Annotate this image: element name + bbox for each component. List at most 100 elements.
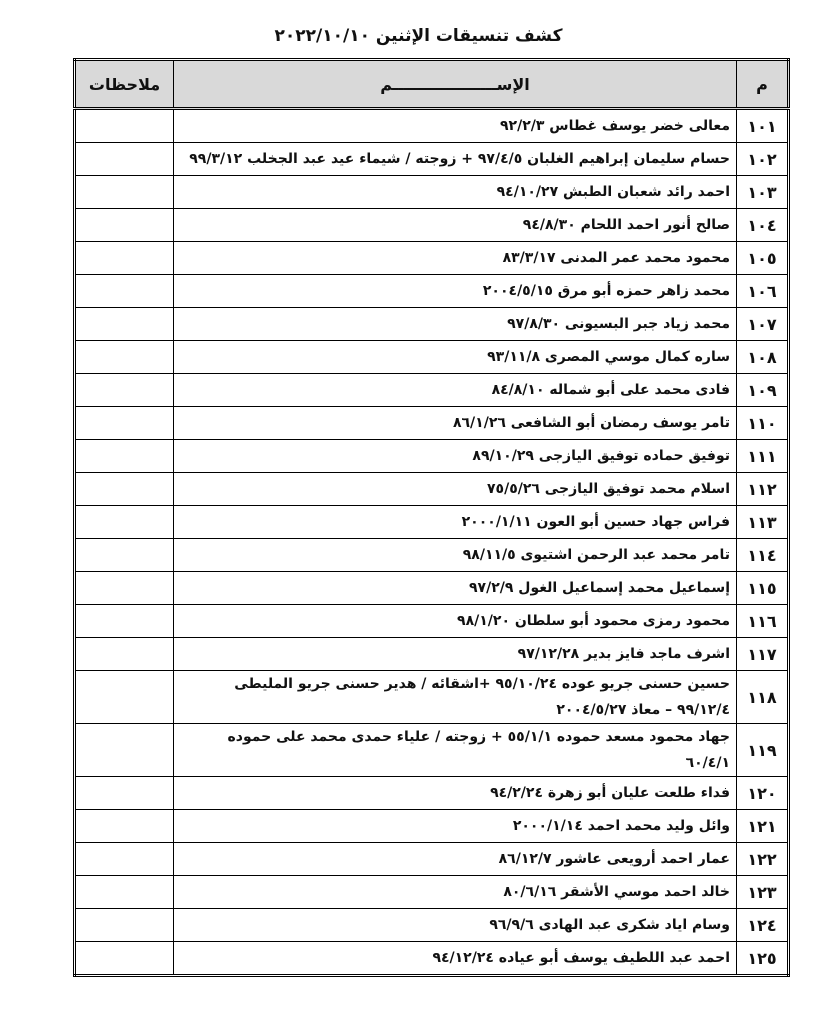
notes-cell [74, 908, 174, 942]
name-cell: جهاد محمود مسعد حموده ٥٥/١/١ + زوجته / ع… [173, 723, 737, 777]
row-number: ١٢٣ [736, 875, 789, 909]
name-cell: عمار احمد أرويعى عاشور ٨٦/١٢/٧ [173, 842, 737, 876]
row-number: ١٠٩ [736, 373, 789, 407]
table-row: ١٢٠ فداء طلعت عليان أبو زهرة ٩٤/٢/٢٤ [74, 776, 789, 810]
row-number: ١٠٥ [736, 241, 789, 275]
notes-cell [74, 472, 174, 506]
row-number: ١١٥ [736, 571, 789, 605]
notes-cell [74, 670, 174, 724]
name-cell: احمد رائد شعبان الطبش ٩٤/١٠/٢٧ [173, 175, 737, 209]
table-row: ١٠٦ محمد زاهر حمزه أبو مرق ٢٠٠٤/٥/١٥ [74, 274, 789, 308]
name-cell: معالى خضر يوسف غطاس ٩٢/٢/٣ [173, 108, 737, 143]
column-header: ملاحظات [74, 59, 174, 110]
notes-cell [74, 241, 174, 275]
name-cell: محمد زاهر حمزه أبو مرق ٢٠٠٤/٥/١٥ [173, 274, 737, 308]
header-row: م الإســـــــــــــــــــم ملاحظات [74, 59, 789, 110]
name-cell: محمود محمد عمر المدنى ٨٣/٣/١٧ [173, 241, 737, 275]
row-number: ١١٨ [736, 670, 789, 724]
name-cell: اشرف ماجد فايز بدير ٩٧/١٢/٢٨ [173, 637, 737, 671]
row-number: ١٢٥ [736, 941, 789, 976]
row-number: ١٠٤ [736, 208, 789, 242]
row-number: ١١٣ [736, 505, 789, 539]
table-row: ١١٢ اسلام محمد توفيق اليازجى ٧٥/٥/٢٦ [74, 472, 789, 506]
notes-cell [74, 439, 174, 473]
notes-cell [74, 142, 174, 176]
notes-cell [74, 538, 174, 572]
table-row: ١٠٤ صالح أنور احمد اللحام ٩٤/٨/٣٠ [74, 208, 789, 242]
name-cell: محمود رمزى محمود أبو سلطان ٩٨/١/٢٠ [173, 604, 737, 638]
name-cell: ساره كمال موسي المصرى ٩٣/١١/٨ [173, 340, 737, 374]
name-cell: إسماعيل محمد إسماعيل الغول ٩٧/٢/٩ [173, 571, 737, 605]
table-row: ١٠٧ محمد زياد جبر البسيونى ٩٧/٨/٣٠ [74, 307, 789, 341]
name-cell: توفيق حماده توفيق اليازجى ٨٩/١٠/٢٩ [173, 439, 737, 473]
notes-cell [74, 776, 174, 810]
name-cell: اسلام محمد توفيق اليازجى ٧٥/٥/٢٦ [173, 472, 737, 506]
row-number: ١٠٣ [736, 175, 789, 209]
table: م الإســـــــــــــــــــم ملاحظات ١٠١ مع… [73, 58, 790, 977]
name-cell: حسين حسنى جريو عوده ٩٥/١٠/٢٤ +اشقائه / ه… [173, 670, 737, 724]
row-number: ١١٠ [736, 406, 789, 440]
row-number: ١٢١ [736, 809, 789, 843]
table-row: ١١٩ جهاد محمود مسعد حموده ٥٥/١/١ + زوجته … [74, 723, 789, 777]
name-cell: فراس جهاد حسين أبو العون ٢٠٠٠/١/١١ [173, 505, 737, 539]
notes-cell [74, 505, 174, 539]
table-row: ١٢٥ احمد عبد اللطيف يوسف أبو عياده ٩٤/١٢/… [74, 941, 789, 976]
table-row: ١١٣ فراس جهاد حسين أبو العون ٢٠٠٠/١/١١ [74, 505, 789, 539]
row-number: ١١٤ [736, 538, 789, 572]
notes-cell [74, 875, 174, 909]
table-row: ١٠٥ محمود محمد عمر المدنى ٨٣/٣/١٧ [74, 241, 789, 275]
table-row: ١٢٣ خالد احمد موسي الأشقر ٨٠/٦/١٦ [74, 875, 789, 909]
name-cell: صالح أنور احمد اللحام ٩٤/٨/٣٠ [173, 208, 737, 242]
row-number: ١١٩ [736, 723, 789, 777]
notes-cell [74, 406, 174, 440]
name-cell: احمد عبد اللطيف يوسف أبو عياده ٩٤/١٢/٢٤ [173, 941, 737, 976]
row-number: ١٠٧ [736, 307, 789, 341]
row-number: ١٢٤ [736, 908, 789, 942]
table-row: ١١٥ إسماعيل محمد إسماعيل الغول ٩٧/٢/٩ [74, 571, 789, 605]
notes-cell [74, 571, 174, 605]
table-row: ١٠١ معالى خضر يوسف غطاس ٩٢/٢/٣ [74, 108, 789, 143]
notes-cell [74, 208, 174, 242]
name-cell: وائل وليد محمد احمد ٢٠٠٠/١/١٤ [173, 809, 737, 843]
table-row: ١٠٢ حسام سليمان إبراهيم الغلبان ٩٧/٤/٥ + … [74, 142, 789, 176]
table-row: ١٠٣ احمد رائد شعبان الطبش ٩٤/١٠/٢٧ [74, 175, 789, 209]
table-row: ١١١ توفيق حماده توفيق اليازجى ٨٩/١٠/٢٩ [74, 439, 789, 473]
table-row: ١١٧ اشرف ماجد فايز بدير ٩٧/١٢/٢٨ [74, 637, 789, 671]
table-row: ١٢١ وائل وليد محمد احمد ٢٠٠٠/١/١٤ [74, 809, 789, 843]
table-row: ١١٤ تامر محمد عبد الرحمن اشتيوى ٩٨/١١/٥ [74, 538, 789, 572]
name-cell: وسام اياد شكرى عبد الهادى ٩٦/٩/٦ [173, 908, 737, 942]
row-number: ١٠٦ [736, 274, 789, 308]
notes-cell [74, 373, 174, 407]
row-number: ١٠٨ [736, 340, 789, 374]
notes-cell [74, 175, 174, 209]
row-number: ١٠٢ [736, 142, 789, 176]
table-row: ١١٨ حسين حسنى جريو عوده ٩٥/١٠/٢٤ +اشقائه … [74, 670, 789, 724]
notes-cell [74, 340, 174, 374]
table-row: ١١٠ تامر يوسف رمضان أبو الشافعى ٨٦/١/٢٦ [74, 406, 789, 440]
notes-cell [74, 809, 174, 843]
table-row: ١٠٨ ساره كمال موسي المصرى ٩٣/١١/٨ [74, 340, 789, 374]
title: كشف تنسيقات الإثنين ٢٠٢٢/١٠/١٠ [274, 26, 563, 46]
row-number: ١٢٢ [736, 842, 789, 876]
name-cell: فادى محمد على أبو شماله ٨٤/٨/١٠ [173, 373, 737, 407]
row-number: ١١١ [736, 439, 789, 473]
name-cell: خالد احمد موسي الأشقر ٨٠/٦/١٦ [173, 875, 737, 909]
notes-cell [74, 941, 174, 976]
table-row: ١٢٢ عمار احمد أرويعى عاشور ٨٦/١٢/٧ [74, 842, 789, 876]
notes-cell [74, 274, 174, 308]
notes-cell [74, 307, 174, 341]
table-row: ١٢٤ وسام اياد شكرى عبد الهادى ٩٦/٩/٦ [74, 908, 789, 942]
notes-cell [74, 723, 174, 777]
name-cell: تامر محمد عبد الرحمن اشتيوى ٩٨/١١/٥ [173, 538, 737, 572]
notes-cell [74, 108, 174, 143]
row-number: ١٠١ [736, 108, 789, 143]
row-number: ١١٧ [736, 637, 789, 671]
notes-cell [74, 637, 174, 671]
row-number: ١١٢ [736, 472, 789, 506]
row-number: ١١٦ [736, 604, 789, 638]
name-cell: محمد زياد جبر البسيونى ٩٧/٨/٣٠ [173, 307, 737, 341]
row-number: ١٢٠ [736, 776, 789, 810]
notes-cell [74, 604, 174, 638]
name-cell: حسام سليمان إبراهيم الغلبان ٩٧/٤/٥ + زوج… [173, 142, 737, 176]
